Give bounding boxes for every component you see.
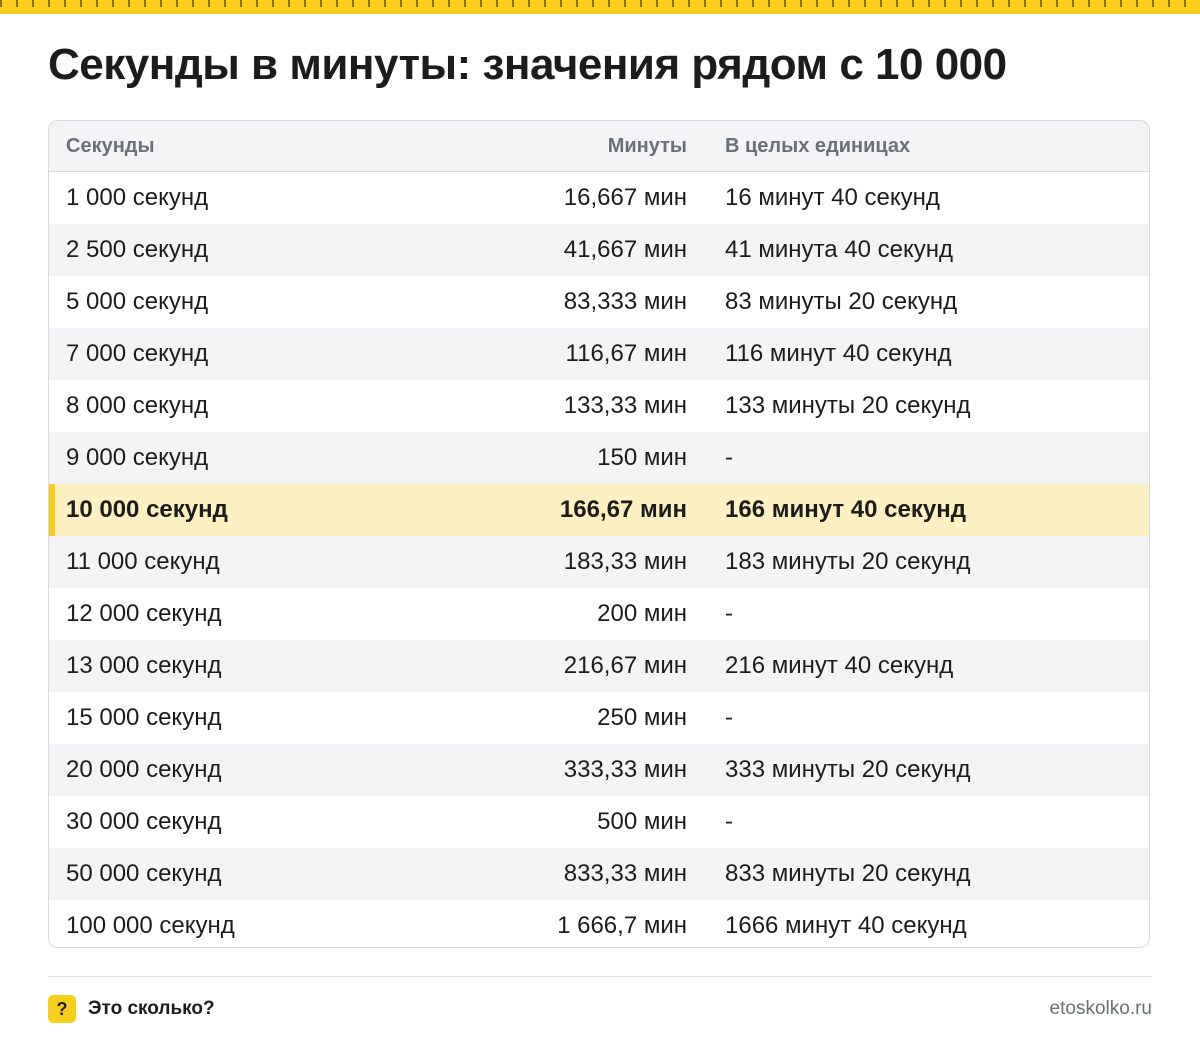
cell-minutes: 133,33 мин [563,392,687,419]
cell-minutes: 200 мин [597,600,687,627]
site-url: etoskolko.ru [1049,998,1152,1019]
cell-minutes: 150 мин [597,444,687,471]
cell-whole-units: - [725,600,733,627]
cell-minutes: 83,333 мин [563,288,687,315]
cell-whole-units: - [725,444,733,471]
cell-whole-units: 166 минут 40 секунд [725,496,966,523]
cell-seconds: 15 000 секунд [66,704,222,731]
cell-seconds: 2 500 секунд [66,236,209,263]
table-row: 5 000 секунд 83,333 мин 83 минуты 20 секун… [49,276,1149,328]
cell-whole-units: 41 минута 40 секунд [725,236,953,263]
header-seconds: Секунды [66,134,155,157]
cell-seconds: 5 000 секунд [66,288,209,315]
question-mark-icon: ? [48,995,76,1023]
table-row: 100 000 секунд 1 666,7 мин 1666 минут 40 с… [49,900,1149,947]
brand-name: Это сколько? [88,998,215,1019]
table-row: 50 000 секунд 833,33 мин 833 минуты 20 сек… [49,848,1149,900]
footer-divider [48,976,1152,977]
cell-seconds: 10 000 секунд [66,496,228,523]
conversion-table: Секунды Минуты В целых единицах 1 000 се… [48,120,1150,948]
cell-whole-units: - [725,704,733,731]
table-row: 30 000 секунд 500 мин - [49,796,1149,848]
brand: ? Это сколько? [48,994,215,1024]
cell-minutes: 500 мин [597,808,687,835]
cell-minutes: 41,667 мин [563,236,687,263]
header-whole-units: В целых единицах [725,134,911,157]
cell-seconds: 1 000 секунд [66,184,209,211]
cell-whole-units: 333 минуты 20 секунд [725,756,971,783]
table-row: 2 500 секунд 41,667 мин 41 минута 40 секун… [49,224,1149,276]
cell-whole-units: 216 минут 40 секунд [725,652,954,679]
table-row: 13 000 секунд 216,67 мин 216 минут 40 секу… [49,640,1149,692]
cell-seconds: 12 000 секунд [66,600,222,627]
cell-minutes: 833,33 мин [563,860,687,887]
cell-seconds: 20 000 секунд [66,756,222,783]
cell-seconds: 9 000 секунд [66,444,209,471]
table-row: 20 000 секунд 333,33 мин 333 минуты 20 сек… [49,744,1149,796]
cell-minutes: 183,33 мин [563,548,687,575]
ruler-decoration [0,0,1200,14]
cell-seconds: 7 000 секунд [66,340,209,367]
table-row: 1 000 секунд 16,667 мин 16 минут 40 секунд [49,172,1149,224]
cell-minutes: 1 666,7 мин [557,912,687,939]
cell-whole-units: 833 минуты 20 секунд [725,860,971,887]
table-row: 7 000 секунд 116,67 мин 116 минут 40 секун… [49,328,1149,380]
cell-seconds: 50 000 секунд [66,860,222,887]
cell-seconds: 100 000 секунд [66,912,235,939]
cell-seconds: 30 000 секунд [66,808,222,835]
cell-minutes: 333,33 мин [563,756,687,783]
cell-whole-units: 133 минуты 20 секунд [725,392,971,419]
cell-whole-units: 1666 минут 40 секунд [725,912,967,939]
table-row: 12 000 секунд 200 мин - [49,588,1149,640]
page-title: Секунды в минуты: значения рядом с 10 00… [48,40,1007,89]
table-header: Секунды Минуты В целых единицах [49,121,1149,172]
cell-minutes: 250 мин [597,704,687,731]
header-minutes: Минуты [607,134,687,157]
table-row: 9 000 секунд 150 мин - [49,432,1149,484]
cell-whole-units: 183 минуты 20 секунд [725,548,971,575]
cell-minutes: 216,67 мин [563,652,687,679]
table-body: 1 000 секунд 16,667 мин 16 минут 40 секунд… [49,172,1149,947]
cell-whole-units: 83 минуты 20 секунд [725,288,958,315]
cell-minutes: 116,67 мин [565,340,687,367]
table-row-highlighted: 10 000 секунд 166,67 мин 166 минут 40 секу… [49,484,1149,536]
cell-seconds: 11 000 секунд [66,548,220,575]
table-row: 8 000 секунд 133,33 мин 133 минуты 20 секу… [49,380,1149,432]
table-row: 15 000 секунд 250 мин - [49,692,1149,744]
cell-seconds: 13 000 секунд [66,652,222,679]
cell-whole-units: 116 минут 40 секунд [725,340,952,367]
cell-whole-units: 16 минут 40 секунд [725,184,940,211]
cell-whole-units: - [725,808,733,835]
cell-minutes: 166,67 мин [559,496,687,523]
table-row: 11 000 секунд 183,33 мин 183 минуты 20 сек… [49,536,1149,588]
cell-seconds: 8 000 секунд [66,392,209,419]
cell-minutes: 16,667 мин [563,184,687,211]
